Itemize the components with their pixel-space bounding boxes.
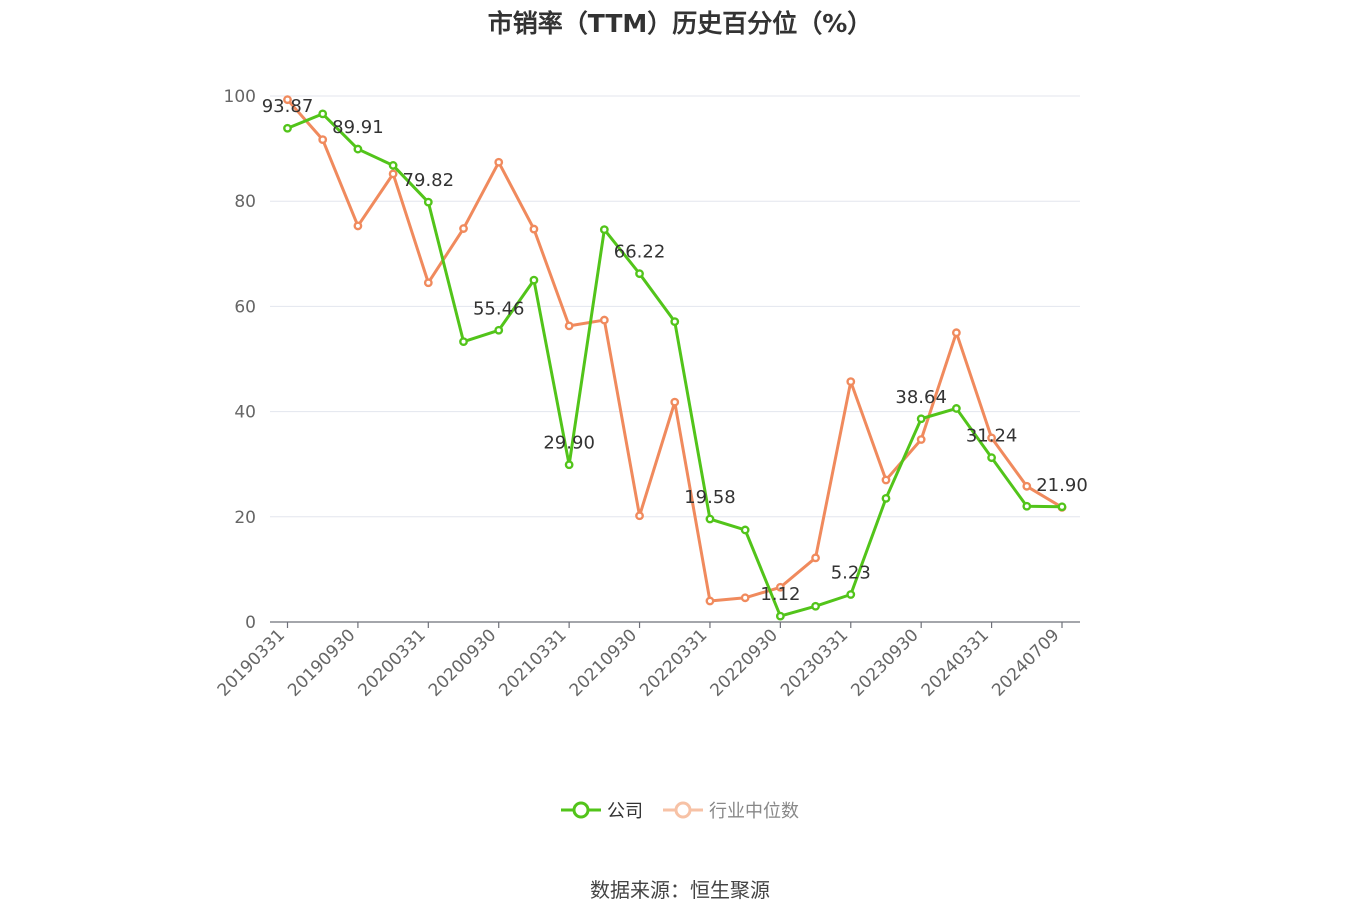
x-tick-label: 20210930 xyxy=(566,625,641,700)
line-chart: 0 20 40 60 80 100 2019033120190930202003312020… xyxy=(214,87,1088,701)
data-point-company xyxy=(318,109,328,119)
data-point-industry xyxy=(846,377,856,387)
axes: 0 20 40 60 80 100 2019033120190930202003312020… xyxy=(214,87,1080,701)
data-point-industry xyxy=(529,224,539,234)
data-point-industry xyxy=(564,321,574,331)
x-tick-label: 20220331 xyxy=(636,625,711,700)
data-label: 5.23 xyxy=(831,562,871,583)
data-point-industry xyxy=(740,593,750,603)
data-point-company xyxy=(916,414,926,424)
data-point-company xyxy=(529,275,539,285)
data-label: 66.22 xyxy=(614,242,666,263)
data-point-industry xyxy=(459,224,468,233)
data-point-industry xyxy=(494,157,504,167)
data-point-industry xyxy=(1022,481,1032,491)
x-tick-label: 20200930 xyxy=(425,625,500,700)
data-point-industry xyxy=(916,435,926,444)
data-point-company xyxy=(881,493,891,503)
y-tick-label: 80 xyxy=(234,192,256,212)
data-point-company xyxy=(494,325,504,335)
data-point-industry xyxy=(705,596,715,606)
series-lines xyxy=(283,95,1067,621)
data-point-company xyxy=(388,161,398,170)
legend-label-company: 公司 xyxy=(607,801,643,822)
x-tick-label: 20200331 xyxy=(355,625,430,700)
data-point-company xyxy=(775,611,785,621)
x-tick-label: 20240331 xyxy=(918,625,993,700)
y-tick-label: 60 xyxy=(234,297,256,317)
data-point-company xyxy=(423,197,433,207)
data-point-company xyxy=(1057,502,1067,512)
data-point-company xyxy=(283,123,292,133)
x-tick-label: 20190930 xyxy=(284,625,359,700)
data-label: 55.46 xyxy=(473,298,525,319)
data-point-industry xyxy=(881,475,891,485)
grid-lines xyxy=(270,95,1080,518)
data-point-company xyxy=(846,590,856,599)
data-point-company xyxy=(740,525,750,535)
data-point-company xyxy=(705,514,715,524)
x-tick-label: 20230930 xyxy=(847,625,922,700)
data-label: 89.91 xyxy=(332,117,384,138)
data-point-company xyxy=(599,225,609,235)
data-label: 21.90 xyxy=(1036,475,1088,496)
x-tick-label: 20220930 xyxy=(707,625,782,700)
data-point-industry xyxy=(353,221,363,231)
y-tick-label: 0 xyxy=(245,613,256,633)
legend: 公司 行业中位数 xyxy=(0,797,1360,823)
data-point-industry xyxy=(951,328,961,338)
data-point-company xyxy=(459,337,468,347)
data-point-company xyxy=(1022,501,1032,511)
x-tick-label: 20210331 xyxy=(495,625,570,700)
legend-label-industry: 行业中位数 xyxy=(709,801,799,822)
data-point-industry xyxy=(318,135,328,145)
data-label: 38.64 xyxy=(895,387,947,408)
y-tick-label: 100 xyxy=(224,87,256,107)
x-tick-label: 20190331 xyxy=(214,625,289,700)
y-tick-label: 40 xyxy=(234,403,256,423)
legend-line-marker-icon xyxy=(561,801,601,819)
legend-line-marker-icon xyxy=(663,801,703,819)
data-point-company xyxy=(564,460,574,470)
data-point-industry xyxy=(811,553,820,563)
x-tick-label: 20230331 xyxy=(777,625,852,700)
data-point-company xyxy=(670,317,680,327)
data-label: 19.58 xyxy=(684,487,736,508)
data-point-industry xyxy=(775,582,785,592)
data-label: 1.12 xyxy=(760,584,800,605)
data-label: 93.87 xyxy=(262,96,314,117)
data-point-industry xyxy=(599,315,609,325)
data-labels: 93.87 89.91 79.82 55.46 29.90 66.22 19.58 1.12 5… xyxy=(262,96,1088,605)
legend-item-industry[interactable]: 行业中位数 xyxy=(663,797,799,823)
data-point-company xyxy=(811,601,820,611)
data-point-industry xyxy=(635,511,644,521)
data-point-company xyxy=(635,269,644,279)
data-label: 31.24 xyxy=(966,426,1018,447)
data-label: 79.82 xyxy=(403,170,455,191)
data-label: 29.90 xyxy=(543,433,595,454)
data-point-industry xyxy=(670,397,680,407)
data-point-company xyxy=(987,453,996,463)
chart-title: 市销率（TTM）历史百分位（%） xyxy=(487,9,873,38)
data-point-industry xyxy=(423,278,433,288)
y-tick-label: 20 xyxy=(234,508,256,528)
data-point-company xyxy=(951,404,961,413)
data-source: 数据来源：恒生聚源 xyxy=(590,878,770,902)
legend-item-company[interactable]: 公司 xyxy=(561,797,643,823)
data-point-company xyxy=(353,144,363,154)
data-point-industry xyxy=(987,433,996,443)
x-tick-label: 20240709 xyxy=(988,625,1063,700)
data-point-industry xyxy=(283,95,292,105)
data-point-industry xyxy=(388,169,398,179)
